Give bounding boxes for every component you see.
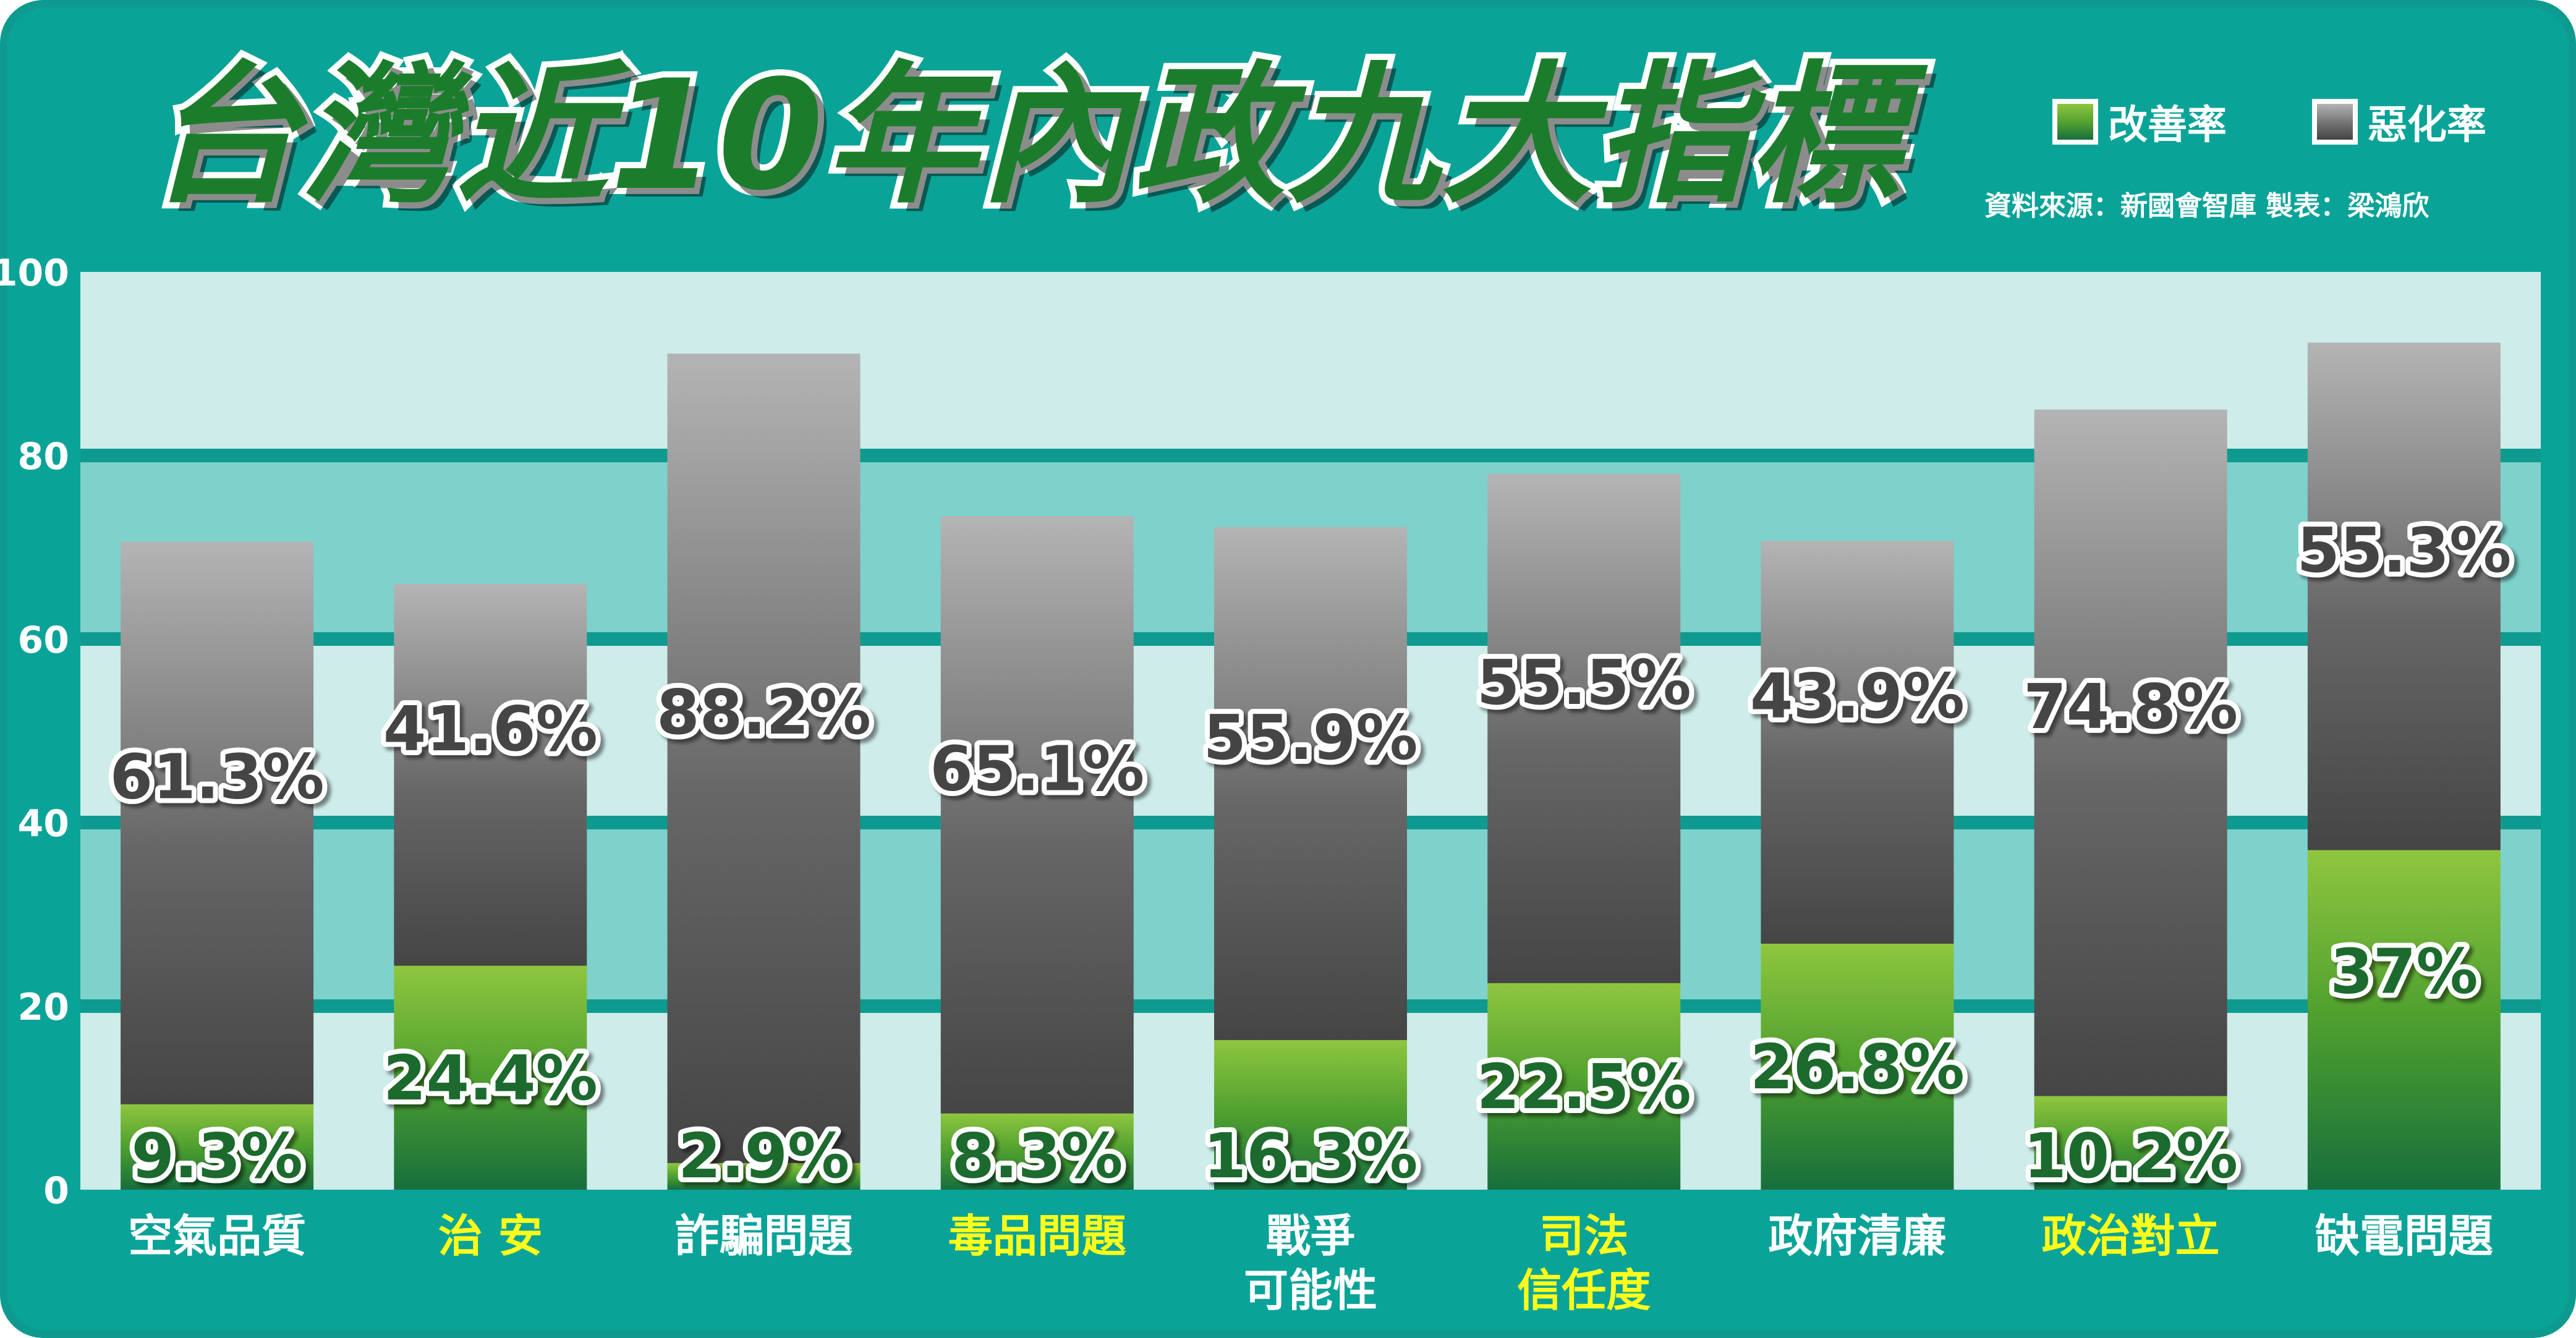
category-label: 毒品問題	[948, 1210, 1126, 1262]
category-label: 空氣品質	[128, 1210, 306, 1262]
value-label-worsen: 88.2%	[657, 676, 871, 748]
legend-label-worsen: 惡化率	[2368, 103, 2486, 148]
y-tick-label: 40	[18, 802, 70, 845]
bar-improve	[1761, 944, 1954, 1190]
value-label-worsen: 74.8%	[2023, 671, 2238, 743]
legend-swatch-improve	[2052, 99, 2098, 145]
legend-item-worsen: 惡化率	[2312, 94, 2486, 150]
legend-item-improve: 改善率	[2052, 94, 2227, 150]
bar-improve	[2034, 1096, 2227, 1190]
bar-improve	[940, 1113, 1134, 1190]
bar-improve	[1214, 1039, 1407, 1190]
bar-improve	[2307, 850, 2501, 1190]
value-label-worsen: 61.3%	[110, 741, 325, 813]
category-label: 戰爭	[1266, 1210, 1355, 1262]
category-label: 詐騙問題	[675, 1210, 853, 1262]
bars	[121, 342, 2501, 1190]
bar-worsen	[2034, 409, 2227, 1096]
value-label-improve: 9.3%	[131, 1120, 302, 1192]
category-label: 司法	[1539, 1210, 1628, 1262]
source-note: 資料來源：新國會智庫 製表：梁鴻欣	[1984, 190, 2429, 222]
value-labels: 61.3% 9.3% 41.6% 24.4% 88.2% 2.9% 65.1% 8.3% 55.…	[105, 509, 2517, 1197]
y-tick-label: 100	[0, 252, 69, 295]
y-axis-ticks: 0 20 40 60 80 100	[0, 252, 69, 1213]
y-tick-label: 80	[18, 435, 70, 478]
bar-improve	[121, 1104, 314, 1190]
bar-improve	[1487, 983, 1681, 1190]
value-label-worsen: 41.6%	[383, 693, 598, 765]
bar-worsen	[394, 583, 587, 966]
value-label-worsen: 55.5%	[1477, 646, 1691, 719]
bar-improve	[667, 1162, 861, 1190]
chart-title: 台灣近10年內政九大指標	[142, 41, 1907, 230]
bar-worsen	[667, 354, 861, 1163]
y-tick-label: 0	[43, 1169, 69, 1213]
value-label-improve: 2.9%	[678, 1120, 849, 1192]
value-label-improve: 26.8%	[1750, 1031, 1965, 1103]
legend-swatch-worsen	[2312, 99, 2358, 145]
legend-label-improve: 改善率	[2108, 103, 2227, 148]
category-label: 治 安	[438, 1210, 543, 1262]
value-label-worsen: 55.9%	[1204, 701, 1418, 774]
category-label: 政府清廉	[1768, 1210, 1946, 1262]
value-label-worsen: 55.3%	[2297, 514, 2511, 586]
bar-worsen	[940, 516, 1134, 1114]
value-label-improve: 10.2%	[2023, 1120, 2238, 1192]
y-tick-label: 20	[18, 986, 70, 1029]
value-label-improve: 16.3%	[1204, 1120, 1418, 1192]
bar-worsen	[121, 541, 314, 1104]
category-label: 信任度	[1517, 1264, 1651, 1316]
y-tick-label: 60	[18, 619, 70, 662]
category-label: 缺電問題	[2315, 1210, 2493, 1262]
value-label-worsen: 43.9%	[1750, 660, 1965, 732]
bar-worsen	[1487, 473, 1681, 983]
value-label-improve: 37%	[2330, 935, 2478, 1007]
bar-worsen	[1761, 541, 1954, 944]
value-label-worsen: 65.1%	[930, 732, 1144, 805]
bar-improve	[394, 965, 587, 1190]
value-label-improve: 8.3%	[951, 1120, 1123, 1192]
category-label: 政治對立	[2042, 1210, 2220, 1262]
value-label-improve: 24.4%	[383, 1042, 598, 1114]
bar-worsen	[1214, 527, 1407, 1040]
bar-worsen	[2307, 342, 2501, 850]
category-label: 可能性	[1244, 1264, 1377, 1316]
value-label-improve: 22.5%	[1477, 1051, 1691, 1123]
